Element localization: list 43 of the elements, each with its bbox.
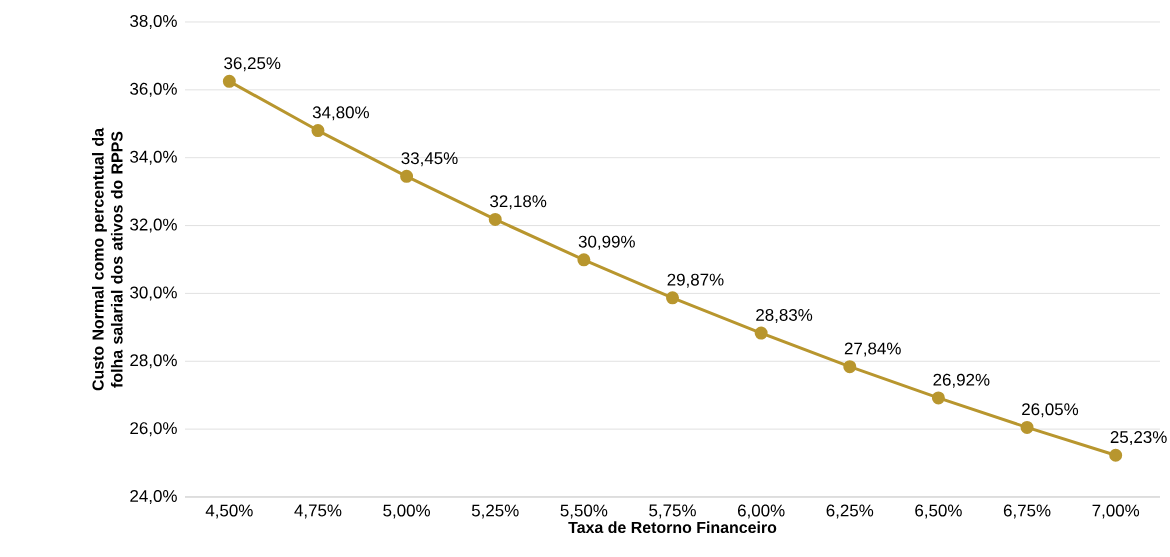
point: [222, 74, 236, 88]
data-label: 34,80%: [312, 106, 369, 121]
y-tick-label: 28,0%: [130, 354, 177, 369]
point: [488, 212, 502, 226]
y-tick-label: 32,0%: [130, 218, 177, 233]
data-label: 25,23%: [1110, 431, 1167, 446]
y-tick-label: 24,0%: [130, 489, 177, 504]
x-tick-label: 6,75%: [1003, 504, 1051, 519]
point: [666, 291, 680, 305]
point: [931, 391, 945, 405]
point: [843, 360, 857, 374]
y-axis-title: Custo Normal como percentual da folha salarial dos ativos do RPPS: [92, 127, 123, 391]
point: [400, 169, 414, 183]
y-tick-label: 26,0%: [130, 422, 177, 437]
x-tick-label: 5,25%: [471, 504, 519, 519]
x-axis-title: Taxa de Retorno Financeiro: [568, 521, 777, 534]
y-tick-label: 36,0%: [130, 82, 177, 97]
point: [1020, 420, 1034, 434]
y-tick-label: 38,0%: [130, 14, 177, 29]
data-label: 29,87%: [667, 273, 724, 288]
data-label: 33,45%: [401, 152, 458, 167]
x-tick-label: 5,00%: [383, 504, 430, 519]
x-tick-label: 6,50%: [915, 504, 962, 519]
x-tick-label: 6,25%: [826, 504, 874, 519]
point: [577, 253, 591, 267]
point: [1109, 448, 1123, 462]
data-label: 27,84%: [844, 342, 901, 357]
point: [754, 326, 768, 340]
y-tick-label: 30,0%: [130, 286, 177, 301]
point: [311, 124, 325, 138]
y-tick-label: 34,0%: [130, 150, 177, 165]
data-label: 30,99%: [578, 235, 635, 250]
x-tick-label: 4,75%: [294, 504, 342, 519]
data-label: 28,83%: [756, 308, 813, 323]
data-label: 36,25%: [224, 57, 281, 72]
x-tick-label: 7,00%: [1092, 504, 1140, 519]
data-label: 26,05%: [1022, 403, 1079, 418]
x-tick-label: 6,00%: [738, 504, 785, 519]
x-tick-label: 5,50%: [560, 504, 608, 519]
data-label: 32,18%: [490, 195, 547, 210]
x-tick-label: 5,75%: [649, 504, 696, 519]
x-tick-label: 4,50%: [205, 504, 253, 519]
data-label: 26,92%: [933, 373, 990, 388]
